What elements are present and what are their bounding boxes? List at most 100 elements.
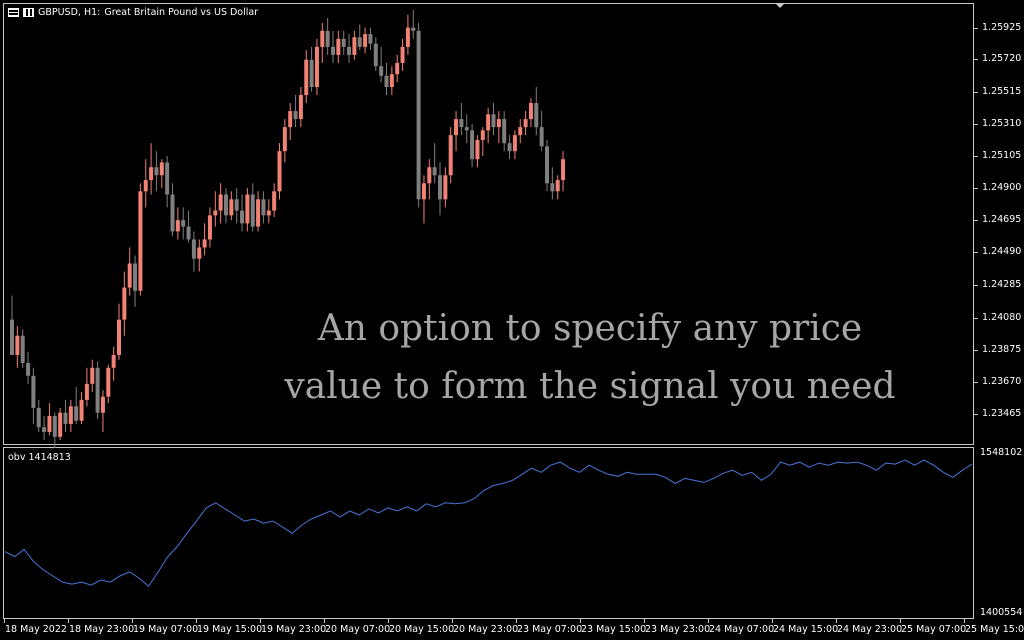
price-axis-tick xyxy=(974,188,978,189)
candle-body xyxy=(480,130,485,140)
price-axis-label: 1.25720 xyxy=(982,53,1022,64)
candle xyxy=(218,183,223,224)
candle-body xyxy=(10,319,14,355)
candle xyxy=(133,255,138,307)
candle xyxy=(454,111,459,152)
candle xyxy=(117,303,121,360)
candle xyxy=(352,30,357,60)
candle xyxy=(282,119,287,163)
candle-body xyxy=(502,119,507,144)
candle xyxy=(245,188,250,232)
candle xyxy=(325,18,330,55)
candle-body xyxy=(47,415,52,432)
chart-title: GBPUSD, H1: Great Britain Pound vs US Do… xyxy=(8,7,258,18)
overlay-line-2: value to form the signal you need xyxy=(284,366,896,407)
candle xyxy=(389,66,394,96)
candle-body xyxy=(427,167,432,184)
candle-body xyxy=(197,247,202,259)
candle-body xyxy=(347,46,352,55)
candle-body xyxy=(336,38,341,55)
price-chart-pane[interactable] xyxy=(3,3,974,445)
candle xyxy=(416,22,421,208)
candle-body xyxy=(443,175,448,200)
candle xyxy=(379,46,384,83)
price-axis-label: 1.25310 xyxy=(982,118,1022,129)
candle xyxy=(555,175,560,200)
candle xyxy=(502,111,507,152)
candle-body xyxy=(282,127,287,152)
candle-body xyxy=(127,263,132,288)
candle xyxy=(298,87,303,128)
candle xyxy=(486,107,491,144)
candle xyxy=(234,188,239,224)
time-axis-tick xyxy=(196,619,197,623)
candle-body xyxy=(234,199,239,211)
time-axis-tick xyxy=(452,619,453,623)
candle-body xyxy=(58,412,63,437)
candle-body xyxy=(159,162,164,176)
price-axis-tick xyxy=(974,220,978,221)
candle xyxy=(240,194,245,232)
candle xyxy=(309,46,314,92)
candle-body xyxy=(250,194,255,227)
candle-body xyxy=(42,427,47,432)
candle-body xyxy=(341,38,346,47)
candle-body xyxy=(512,135,517,152)
candle xyxy=(224,188,228,224)
candle xyxy=(165,156,170,208)
time-axis-tick xyxy=(708,619,709,623)
time-axis-label: 18 May 23:00 xyxy=(69,624,135,635)
candle-body xyxy=(202,239,207,248)
candle xyxy=(58,407,63,440)
candle xyxy=(464,114,469,144)
obv-line xyxy=(4,459,973,587)
candle xyxy=(528,98,533,128)
candle xyxy=(229,191,234,221)
candle xyxy=(213,191,218,227)
candle-body xyxy=(149,167,154,181)
candle xyxy=(427,159,432,200)
candle-body xyxy=(175,220,180,232)
promo-overlay-text: An option to specify any price value to … xyxy=(240,300,940,416)
symbol-description: Great Britain Pound vs US Dollar xyxy=(104,7,259,18)
bars-icon[interactable] xyxy=(23,8,34,17)
symbol-label: GBPUSD, H1: xyxy=(38,7,101,18)
candle xyxy=(293,95,298,128)
chart-shift-marker[interactable] xyxy=(775,3,785,8)
obv-axis-bottom: 1400554 xyxy=(980,607,1023,618)
candle xyxy=(256,191,261,232)
time-axis-label: 25 May 15:00 xyxy=(965,624,1024,635)
price-axis-label: 1.25515 xyxy=(982,86,1022,97)
time-axis-label: 19 May 15:00 xyxy=(197,624,263,635)
candle-body xyxy=(191,239,196,259)
candle xyxy=(26,351,31,384)
candle-body xyxy=(331,46,335,55)
list-icon[interactable] xyxy=(8,8,19,17)
candle-body xyxy=(224,194,228,216)
price-axis-tick xyxy=(974,318,978,319)
price-axis-tick xyxy=(974,124,978,125)
obv-indicator-pane[interactable] xyxy=(3,447,974,619)
candle-body xyxy=(432,167,437,176)
candle-body xyxy=(395,62,400,75)
candle-body xyxy=(288,111,293,128)
candle xyxy=(470,123,475,168)
time-axis-tick xyxy=(644,619,645,623)
candle-body xyxy=(122,287,127,320)
candle-body xyxy=(528,103,533,120)
candle xyxy=(421,175,426,224)
obv-axis-top: 1548102 xyxy=(980,447,1023,458)
candle xyxy=(288,103,293,140)
candle-body xyxy=(277,151,282,192)
candle xyxy=(405,14,410,55)
price-axis-tick xyxy=(974,59,978,60)
price-axis-tick xyxy=(974,382,978,383)
candle-body xyxy=(143,180,148,192)
price-axis-label: 1.25105 xyxy=(982,150,1022,161)
candle xyxy=(31,367,36,424)
candle-body xyxy=(266,210,271,216)
candle xyxy=(181,207,186,240)
candle xyxy=(207,207,212,248)
candle xyxy=(202,223,207,256)
